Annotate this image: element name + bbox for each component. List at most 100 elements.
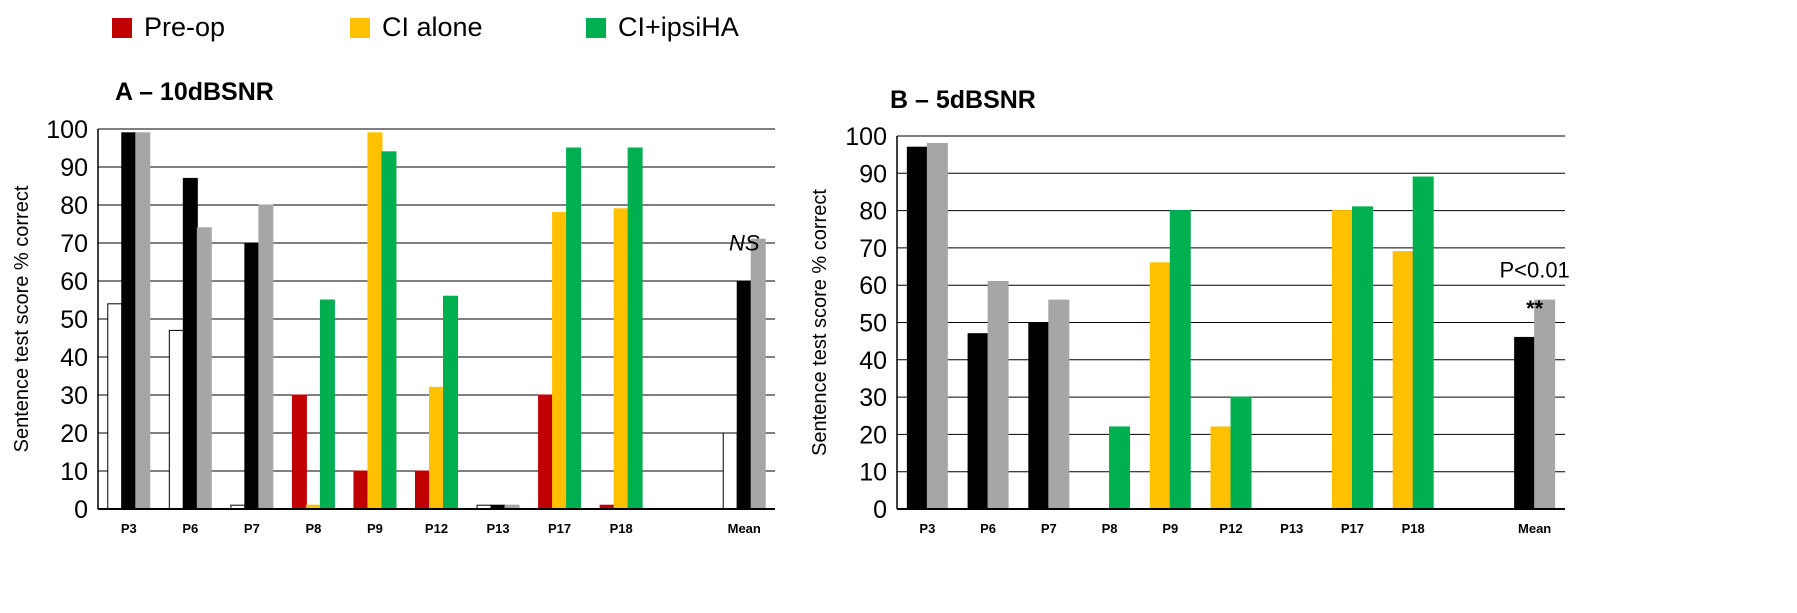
chart-a-x-tick-label: P18 [610,521,633,536]
legend-swatch-ci-ipsiha [586,17,606,38]
chart-a-bar [443,295,458,510]
chart-a-bar [381,151,397,510]
chart-a-bar [291,394,307,510]
chart-a-x-tick-label: P13 [486,521,509,536]
chart-a-bar [182,177,198,510]
chart-b-bar [1534,299,1556,510]
chart-a-y-tick-label: 30 [60,382,88,410]
chart-b-bar [1230,396,1252,510]
chart-b-bar [987,280,1009,510]
legend-label: Pre-op [144,12,226,42]
chart-b-y-tick-label: 100 [845,123,887,151]
chart-a-bar [168,329,184,510]
chart-b-y-tick-label: 50 [859,310,887,338]
chart-a-x-tick-label: P17 [548,521,571,536]
chart-b-bar [1210,426,1232,510]
chart-a-bar [750,238,766,510]
chart-b-y-tick-label: 70 [859,235,887,263]
chart-b-x-tick-label: P7 [1041,521,1057,536]
chart-a-x-tick-label: P9 [367,521,383,536]
chart-b-bar [1331,210,1353,510]
chart-b-title: B – 5dBSNR [890,86,1036,114]
chart-b-bar [967,333,989,510]
chart-a-bar [722,432,738,510]
legend-swatch-ci-alone [350,17,370,38]
chart-b-x-tick-label: P8 [1102,521,1118,536]
chart-a-bar [196,227,212,510]
chart-b-y-tick-label: 20 [859,421,887,449]
chart-b-bar [1028,322,1050,510]
chart-b-x-tick-label: P3 [919,521,935,536]
chart-b-y-axis-label: Sentence test score % correct [809,189,831,456]
chart-b-x-tick-label: P18 [1402,521,1425,536]
chart-a-bar [121,132,137,510]
chart-b-y-tick-label: 40 [859,347,887,375]
chart-a-y-tick-label: 80 [60,192,88,220]
chart-a-title: A – 10dBSNR [115,78,274,106]
chart-a-bar [135,132,151,510]
chart-a-bar [566,147,582,510]
chart-a-bar [627,147,643,510]
legend: Pre-op CI alone CI+ipsiHA [0,0,1797,60]
chart-b-annotation: ** [1526,296,1544,321]
chart-b-x-tick-label: P17 [1341,521,1364,536]
chart-a-bar [538,394,554,510]
chart-a-y-tick-label: 70 [60,230,88,258]
legend-swatch-pre-op [112,17,132,38]
chart-a-x-tick-label: Mean [728,521,761,536]
legend-label: CI+ipsiHA [618,12,739,42]
legend-item-pre-op: Pre-op [112,12,225,43]
chart-a-bar [736,280,752,510]
chart-a-bar [552,212,568,510]
chart-b-x-tick-label: Mean [1518,521,1551,536]
chart-b-y-tick-label: 10 [859,459,887,487]
chart-a-x-tick-label: P8 [305,521,321,536]
chart-a-bar [613,208,629,510]
chart-b-bar [1392,251,1414,510]
chart-b-y-tick-label: 90 [859,160,887,188]
chart-b-bar [1169,210,1191,510]
chart-a-y-tick-label: 40 [60,344,88,372]
chart-a-annotation: NS [729,231,760,256]
chart-a-y-tick-label: 10 [60,458,88,486]
chart-a-bar [107,303,123,510]
chart-a-bar [319,299,335,510]
chart-b-bar [906,146,928,510]
chart-b-y-tick-label: 30 [859,384,887,412]
chart-a-bar [244,242,260,510]
chart-a-bar [367,132,383,510]
chart-a-bar [353,470,369,510]
chart-b-x-tick-label: P13 [1280,521,1303,536]
legend-item-ci-ipsiha: CI+ipsiHA [586,12,739,43]
legend-label: CI alone [382,12,483,42]
chart-b-y-tick-label: 60 [859,272,887,300]
chart-b-y-tick-label: 80 [859,198,887,226]
chart-b-bar [1514,336,1536,510]
chart-b-bar [1109,426,1131,510]
chart-a-y-axis-label: Sentence test score % correct [11,185,33,452]
chart-b-bar [1412,176,1434,510]
chart-a-bar [429,386,444,510]
chart-a-x-tick-label: P7 [244,521,260,536]
chart-a-y-tick-label: 60 [60,268,88,296]
chart-b-bar [1351,206,1373,510]
legend-item-ci-alone: CI alone [350,12,483,43]
chart-a-x-tick-label: P6 [182,521,198,536]
chart-b-bar [1048,299,1070,510]
chart-a-y-tick-label: 90 [60,154,88,182]
chart-b-x-tick-label: P9 [1162,521,1178,536]
chart-b-x-tick-label: P12 [1219,521,1242,536]
chart-b-y-tick-label: 0 [873,496,887,524]
chart-a-y-tick-label: 0 [74,496,88,524]
chart-a-x-tick-label: P3 [121,521,137,536]
chart-a-y-tick-label: 50 [60,306,88,334]
chart-a-x-tick-label: P12 [425,521,448,536]
chart-a-y-tick-label: 100 [46,116,88,144]
chart-b-bar [1149,262,1171,510]
chart-a-bar [258,204,274,510]
chart-a-bar [415,470,430,510]
chart-b-bar [926,142,948,510]
chart-a-y-tick-label: 20 [60,420,88,448]
chart-b-annotation: P<0.01 [1499,258,1569,283]
